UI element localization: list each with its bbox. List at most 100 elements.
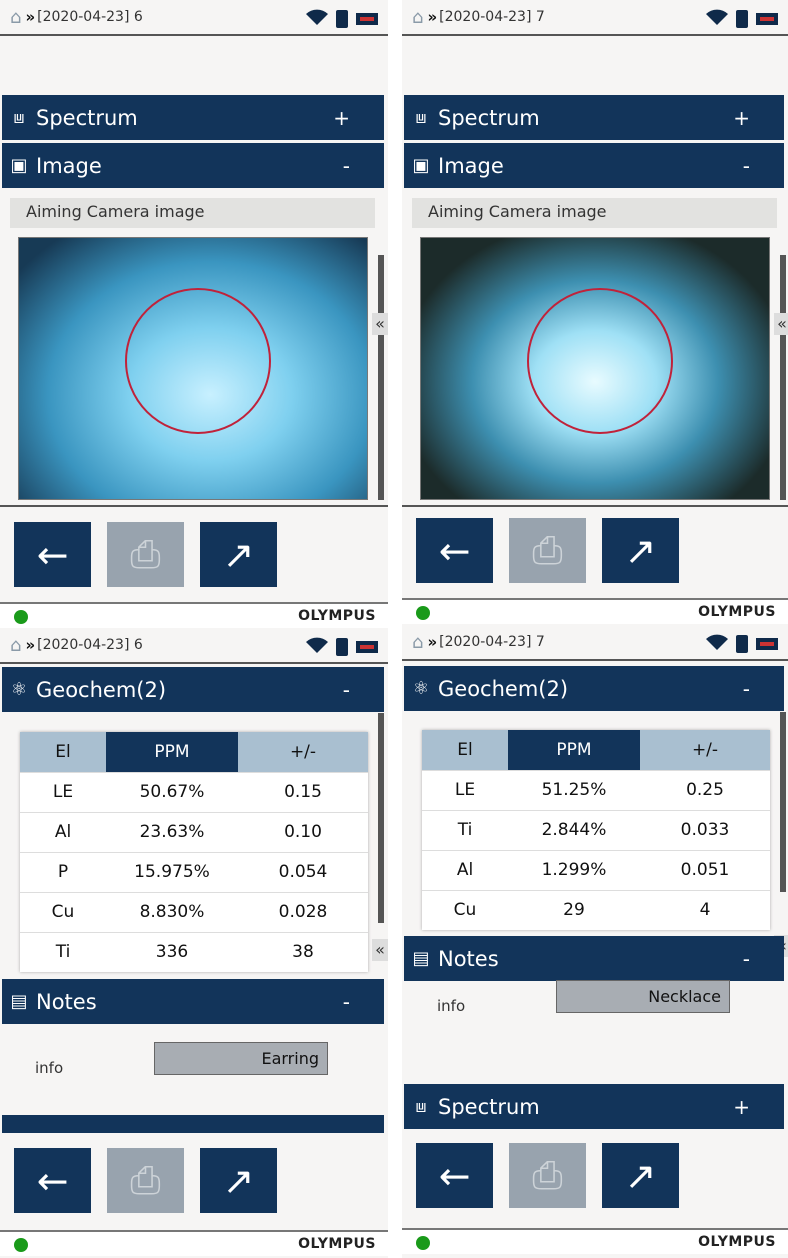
breadcrumb-chevron-icon: » [25,8,36,26]
olympus-logo: OLYMPUS [298,1236,376,1252]
column-header[interactable]: PPM [508,730,640,770]
export-icon: ↗ [624,1153,657,1198]
section-header[interactable]: ⩏ Spectrum + [404,95,784,140]
table-row: Al 23.63% 0.10 [20,811,368,852]
target-circle [125,288,271,434]
section-title: Image [36,153,102,178]
camera-icon: ▣ [412,155,430,176]
table-cell: Al [20,811,106,852]
section-header[interactable]: ▣ Image - [404,143,784,188]
back-button[interactable]: ← [14,522,91,587]
export-icon: ↗ [222,532,255,577]
home-icon[interactable]: ⌂ [412,6,424,28]
section-toggle[interactable]: - [742,676,750,701]
section-title: Notes [438,946,499,971]
collapse-sidebar-button[interactable]: « [372,939,388,961]
footer: OLYMPUS [402,598,788,624]
table-cell: 15.975% [106,851,238,892]
column-header[interactable]: +/- [640,730,770,770]
section-toggle[interactable]: + [333,105,350,130]
notes-icon: ▤ [412,948,430,969]
print-button[interactable]: ⎙ [107,522,184,587]
print-button[interactable]: ⎙ [107,1148,184,1213]
table-header-row: El PPM +/- [422,730,770,770]
table-cell: P [20,851,106,892]
back-button[interactable]: ← [416,1143,493,1208]
collapse-sidebar-button[interactable]: « [372,313,388,335]
footer: OLYMPUS [0,602,388,628]
wifi-icon [706,9,728,29]
section-header[interactable]: ⩏ Spectrum + [404,1084,784,1129]
home-icon[interactable]: ⌂ [412,631,424,653]
table-cell: Cu [20,891,106,932]
section-header[interactable]: ▤ Notes - [404,936,784,981]
aiming-camera-image [420,237,770,500]
section-toggle[interactable]: - [342,153,350,178]
table-row: Cu 29 4 [422,889,770,930]
back-button[interactable]: ← [416,518,493,583]
column-header[interactable]: PPM [106,732,238,772]
section-toggle[interactable]: - [342,677,350,702]
export-button[interactable]: ↗ [602,518,679,583]
home-icon[interactable]: ⌂ [10,6,22,28]
wifi-icon [306,9,328,29]
status-icons [306,637,378,657]
section-toggle[interactable]: - [742,946,750,971]
geochem-icon: ⚛ [412,678,430,699]
column-header[interactable]: +/- [238,732,368,772]
back-button[interactable]: ← [14,1148,91,1213]
scrollbar[interactable] [780,255,786,500]
table-cell: Ti [422,809,508,850]
table-cell: 1.299% [508,849,640,890]
export-button[interactable]: ↗ [602,1143,679,1208]
export-button[interactable]: ↗ [200,522,277,587]
usb-icon [336,638,348,656]
home-icon[interactable]: ⌂ [10,634,22,656]
section-header[interactable]: ▣ Image - [2,143,384,188]
table-header-row: El PPM +/- [20,732,368,772]
battery-icon [356,13,378,25]
section-toggle[interactable]: - [342,989,350,1014]
export-icon: ↗ [624,528,657,573]
section-toggle[interactable]: + [733,105,750,130]
scrollbar[interactable] [780,712,786,892]
back-icon: ← [438,528,471,573]
section-header[interactable]: ▤ Notes - [2,979,384,1024]
back-icon: ← [36,532,69,577]
table-cell: 23.63% [106,811,238,852]
section-header[interactable]: ⚛ Geochem(2) - [404,666,784,711]
breadcrumb-chevron-icon: » [427,633,438,651]
status-icons [306,9,378,29]
status-indicator [14,1238,28,1252]
section-header[interactable]: ⩏ Spectrum + [2,95,384,140]
table-cell: LE [20,771,106,812]
table-cell: Al [422,849,508,890]
table-cell: 38 [238,931,368,972]
table-cell: 0.033 [640,809,770,850]
status-icons [706,634,778,654]
export-button[interactable]: ↗ [200,1148,277,1213]
scrollbar[interactable] [378,255,384,500]
collapse-sidebar-button[interactable]: « [774,313,788,335]
aiming-camera-image [18,237,368,500]
column-header[interactable]: El [422,730,508,770]
section-header[interactable]: ⚛ Geochem(2) - [2,667,384,712]
column-header[interactable]: El [20,732,106,772]
results-table: El PPM +/- LE 51.25% 0.25 Ti 2.844% 0.033 Al 1.299… [422,730,770,930]
info-field[interactable]: Earring [154,1042,328,1075]
device-screen: ⌂» [2020-04-23] 6 ⚛ Geochem(2) - El PPM +/- LE 50… [0,628,388,1258]
table-cell: 0.15 [238,771,368,812]
table-cell: 0.054 [238,851,368,892]
table-row: Ti 2.844% 0.033 [422,809,770,850]
print-button[interactable]: ⎙ [509,518,586,583]
breadcrumb-title: [2020-04-23] 7 [439,9,545,25]
section-header-partial[interactable] [2,1115,384,1133]
image-caption: Aiming Camera image [412,198,777,228]
print-button[interactable]: ⎙ [509,1143,586,1208]
section-toggle[interactable]: - [742,153,750,178]
spectrum-icon: ⩏ [13,107,25,128]
info-field[interactable]: Necklace [556,980,730,1013]
section-toggle[interactable]: + [733,1094,750,1119]
usb-icon [736,10,748,28]
scrollbar[interactable] [378,713,384,923]
